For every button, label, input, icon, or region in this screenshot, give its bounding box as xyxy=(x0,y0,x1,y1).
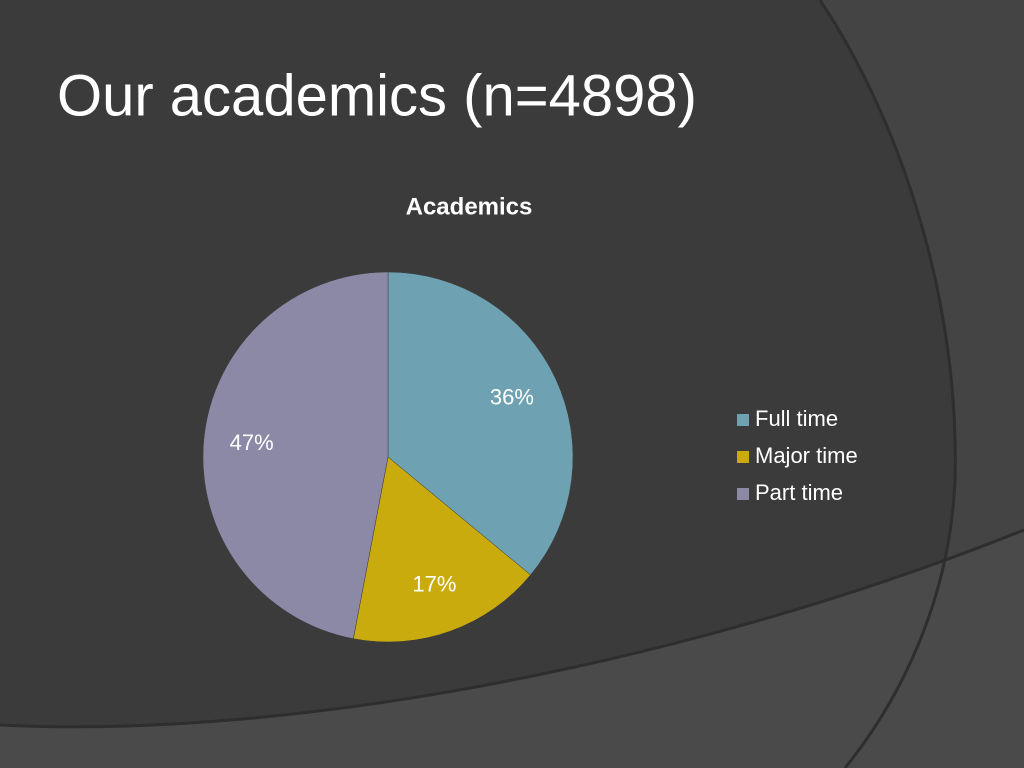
pie-slice xyxy=(202,271,389,640)
data-label: 36% xyxy=(490,385,534,410)
data-label: 47% xyxy=(230,430,274,455)
legend-label: Major time xyxy=(755,443,858,468)
chart-title: Academics xyxy=(406,193,533,220)
pie-slice xyxy=(387,271,574,576)
legend-swatch xyxy=(737,488,749,500)
legend-label: Part time xyxy=(755,480,843,505)
legend-label: Full time xyxy=(755,406,838,431)
decor-line xyxy=(0,528,1024,729)
legend-swatch xyxy=(737,414,749,426)
slide-title: Our academics (n=4898) xyxy=(57,63,697,128)
decor-band xyxy=(0,530,1024,768)
legend-swatch xyxy=(737,451,749,463)
pie-slice xyxy=(353,456,531,643)
data-label: 17% xyxy=(412,572,456,597)
decor-line xyxy=(818,0,957,768)
